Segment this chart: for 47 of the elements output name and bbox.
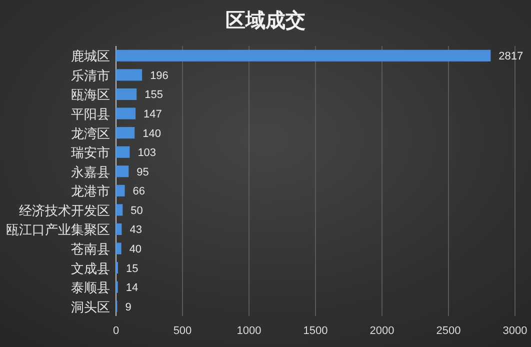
data-label: 140 (142, 128, 161, 140)
y-tick-label: 苍南县 (71, 242, 110, 256)
y-tick-label: 乐清市 (71, 68, 110, 83)
data-label: 15 (126, 262, 138, 275)
bar (116, 204, 123, 216)
data-label: 43 (130, 224, 142, 236)
y-tick-label: 永嘉县 (71, 164, 110, 180)
x-tick-label: 2500 (436, 325, 461, 337)
y-tick-label: 瑞安市 (71, 145, 110, 160)
y-tick-label: 洞头区 (71, 299, 110, 314)
bar (116, 223, 122, 235)
y-tick-label: 鹿城区 (71, 48, 110, 64)
data-label: 95 (136, 166, 149, 178)
chart-title: 区域成交 (226, 9, 306, 32)
data-label: 147 (144, 108, 162, 120)
bar (116, 127, 135, 139)
bar (116, 88, 137, 100)
x-tick-label: 3000 (502, 325, 528, 337)
data-label: 14 (126, 282, 138, 294)
y-tick-label: 瓯海区 (71, 87, 110, 102)
bar (116, 69, 142, 81)
data-label: 50 (130, 204, 143, 217)
y-tick-label: 瓯江口产业集聚区 (6, 222, 110, 238)
bar (116, 242, 122, 254)
data-label: 2817 (498, 50, 524, 63)
bar (116, 146, 130, 158)
bar (116, 50, 491, 62)
x-tick-label: 1000 (236, 325, 262, 337)
bar (116, 184, 125, 196)
y-tick-label: 泰顺县 (71, 280, 110, 296)
data-label: 9 (125, 301, 132, 314)
data-label: 40 (129, 244, 142, 256)
x-tick-label: 2000 (370, 325, 394, 337)
bar (116, 166, 129, 178)
y-tick-label: 龙港市 (71, 184, 110, 199)
data-label: 155 (144, 89, 163, 102)
y-tick-label: 龙湾区 (71, 126, 110, 141)
data-label: 66 (132, 186, 146, 198)
x-tick-label: 500 (173, 325, 192, 337)
y-tick-label: 经济技术开发区 (19, 202, 110, 218)
x-tick-label: 1500 (303, 325, 328, 337)
data-label: 103 (138, 147, 156, 160)
bar (116, 108, 136, 120)
y-tick-label: 平阳县 (71, 106, 110, 122)
y-tick-label: 文成县 (71, 260, 110, 276)
x-tick-label: 0 (112, 325, 120, 337)
data-label: 196 (150, 70, 168, 82)
